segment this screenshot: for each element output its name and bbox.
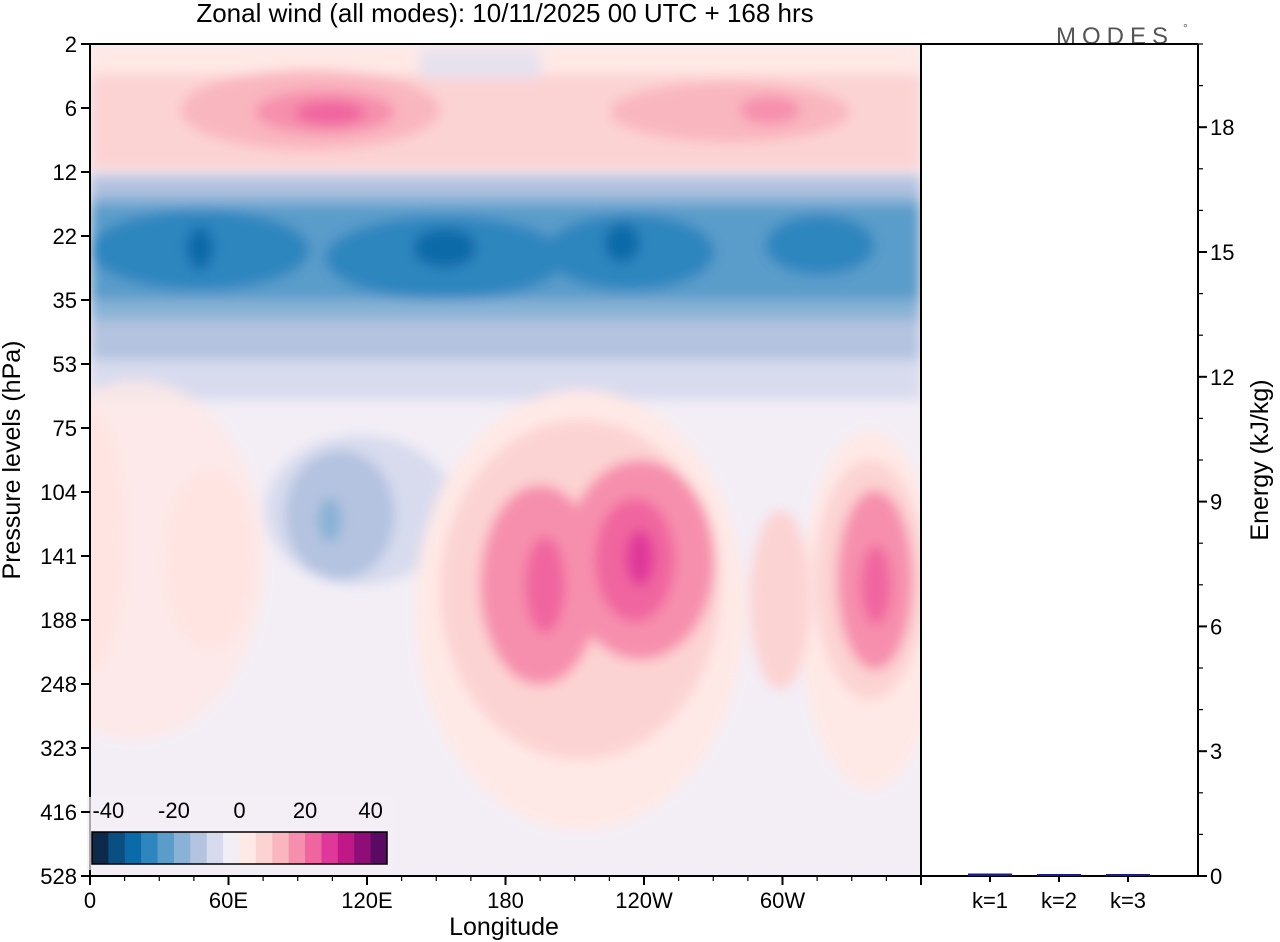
energy-tick-label: 6 [1210, 614, 1222, 639]
colorbar-label: -40 [92, 798, 124, 823]
pressure-tick-label: 12 [53, 160, 77, 185]
colorbar-cell [124, 832, 142, 864]
field-strat-east-core-outer [610, 82, 850, 142]
pressure-tick-label: 416 [40, 800, 77, 825]
energy-tick-label: 15 [1210, 240, 1234, 265]
longitude-tick-label: 180 [487, 888, 524, 913]
modes-logo: MODES ° [1056, 21, 1188, 50]
x-axis-label: Longitude [449, 913, 559, 941]
wavenumber-tick-label: k=3 [1110, 888, 1146, 913]
field-strat-east-core [740, 96, 800, 124]
field-easterly-inner-3 [604, 223, 640, 263]
energy-bars [968, 873, 1150, 876]
energy-tick-label: 9 [1210, 490, 1222, 515]
colorbar-cell [92, 832, 109, 864]
colorbar-cell [288, 832, 306, 864]
field-easterly-inner-2 [413, 228, 477, 268]
field-easterly-edge-bottom [90, 320, 921, 365]
field-easterly-core-4 [765, 215, 875, 275]
longitude-tick-label: 120W [615, 888, 673, 913]
colorbar-cell [305, 832, 322, 864]
pressure-axis: 2 6 12 22 35 53 75 104 141 188 248 323 416 528 [40, 32, 90, 889]
colorbar-cell [255, 832, 273, 864]
field-westerly-west-core [525, 537, 565, 633]
energy-bar [968, 873, 1012, 876]
colorbar-label: -20 [158, 798, 190, 823]
energy-bar [1037, 874, 1081, 876]
pressure-tick-label: 248 [40, 672, 77, 697]
colorbar-cell [206, 832, 224, 864]
energy-tick-label: 12 [1210, 365, 1234, 390]
pressure-tick-label: 35 [53, 288, 77, 313]
colorbar-frame [91, 831, 388, 865]
pressure-tick-label: 188 [40, 608, 77, 633]
heatmap-plot [90, 44, 921, 876]
colorbar-cell [173, 832, 191, 864]
energy-axis: 0 3 6 9 12 15 18 [1198, 43, 1234, 889]
longitude-tick-label: 60W [760, 888, 805, 913]
energy-tick-label: 0 [1210, 864, 1222, 889]
field-pale-east-3 [90, 380, 265, 740]
colorbar-cell [223, 832, 240, 864]
pressure-tick-label: 2 [65, 32, 77, 57]
colorbar-cell [239, 832, 257, 864]
colorbar-label: 0 [233, 798, 245, 823]
colorbar-label: 40 [358, 798, 382, 823]
longitude-tick-label: 120E [341, 888, 392, 913]
longitude-tick-label: 60E [209, 888, 248, 913]
energy-bar [1106, 874, 1150, 876]
colorbar-cell [157, 832, 175, 864]
pressure-tick-label: 528 [40, 864, 77, 889]
field-strat-west-core-inner [295, 101, 365, 125]
pressure-tick-label: 104 [40, 480, 77, 505]
logo-text: MODES [1056, 23, 1174, 50]
pressure-tick-label: 141 [40, 544, 77, 569]
colorbar-cell [141, 832, 159, 864]
logo-mark: ° [1183, 21, 1188, 35]
colorbar-cell [337, 832, 355, 864]
pressure-tick-label: 22 [53, 224, 77, 249]
field-westerly-east-peak [626, 530, 654, 586]
colorbar-labels: -40 -20 0 20 40 [92, 798, 382, 823]
colorbar-cell [108, 832, 126, 864]
energy-tick-label: 3 [1210, 739, 1222, 764]
longitude-tick-label: 0 [84, 888, 96, 913]
wavenumber-tick-label: k=2 [1041, 888, 1077, 913]
colorbar-cell [354, 832, 372, 864]
energy-panel: 0 3 6 9 12 15 18 k=1 k=2 k=3 Energy (kJ/kg) [920, 43, 1274, 913]
colorbar-label: 20 [293, 798, 317, 823]
y-axis-label: Pressure levels (hPa) [0, 341, 26, 580]
energy-tick-label: 18 [1210, 115, 1234, 140]
field-strat-gap [420, 50, 540, 78]
pressure-tick-label: 6 [65, 96, 77, 121]
field-easterly-tongue-core [318, 498, 342, 542]
field-lower-strat-pale [90, 360, 921, 400]
energy-axis-label: Energy (kJ/kg) [1246, 379, 1274, 540]
chart-title: Zonal wind (all modes): 10/11/2025 00 UT… [196, 0, 813, 28]
pressure-tick-label: 323 [40, 736, 77, 761]
colorbar-cell [321, 832, 339, 864]
pressure-tick-label: 75 [53, 416, 77, 441]
colorbar-cell [190, 832, 208, 864]
wavenumber-axis: k=1 k=2 k=3 [972, 876, 1146, 913]
colorbar: -40 -20 0 20 40 [87, 797, 393, 870]
colorbar-cells [92, 832, 388, 864]
field-westerly-far-core [861, 545, 891, 625]
field-pale-west-column [750, 510, 810, 690]
colorbar-cell [370, 832, 388, 864]
longitude-axis: 0 60E 120E 180 120W 60W [84, 876, 922, 913]
pressure-tick-label: 53 [53, 352, 77, 377]
colorbar-cell [272, 832, 290, 864]
heatmap-fields [90, 44, 921, 830]
field-easterly-inner-1 [186, 226, 214, 270]
wavenumber-tick-label: k=1 [972, 888, 1008, 913]
